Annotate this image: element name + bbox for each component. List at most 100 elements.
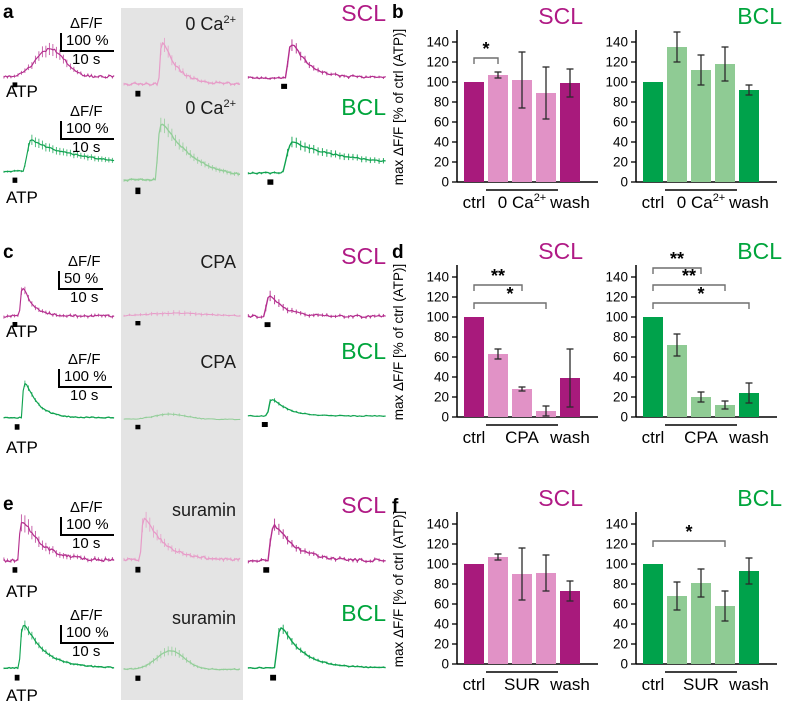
scalebar-time-label: 10 s	[70, 387, 99, 404]
svg-text:ctrl: ctrl	[463, 428, 486, 447]
svg-text:80: 80	[613, 577, 628, 592]
atp-label: ATP	[6, 82, 38, 101]
svg-text:*: *	[685, 522, 692, 542]
svg-text:40: 40	[434, 135, 449, 150]
svg-text:100: 100	[605, 310, 628, 325]
svg-text:ctrl: ctrl	[463, 193, 486, 212]
svg-text:60: 60	[613, 597, 628, 612]
scalebar-a-scl: ΔF/F 100 % 10 s	[60, 15, 114, 69]
svg-text:CPA: CPA	[505, 428, 539, 447]
bar-chart-f-scl: SCL max ΔF/F [% of ctrl (ATP)] 0 20 40 60 80 10…	[391, 485, 598, 694]
scalebar-df-label: ΔF/F	[70, 103, 103, 120]
cell-type-label-scl: SCL	[341, 243, 386, 269]
scalebar-df-label: ΔF/F	[68, 351, 101, 368]
scalebar-time-label: 10 s	[72, 643, 101, 660]
scalebar-amount: 100 %	[60, 516, 114, 536]
scalebar-amount: 100 %	[58, 368, 112, 388]
scalebar-df-label: ΔF/F	[70, 607, 103, 624]
trace-e-scl-suramin	[123, 511, 241, 573]
scalebar-amount: 100 %	[60, 32, 114, 52]
cell-type-label-scl: SCL	[341, 0, 386, 26]
svg-text:0: 0	[441, 410, 449, 425]
scalebar-e-bcl: ΔF/F 100 % 10 s	[60, 607, 114, 661]
svg-text:SCL: SCL	[538, 238, 583, 264]
trace-a-scl-ctrl	[3, 42, 115, 88]
svg-text:120: 120	[426, 55, 449, 70]
svg-text:120: 120	[605, 537, 628, 552]
svg-text:max ΔF/F [% of ctrl (ATP)]: max ΔF/F [% of ctrl (ATP)]	[391, 264, 406, 421]
svg-text:BCL: BCL	[737, 485, 782, 511]
trace-e-bcl-ctrl	[3, 620, 115, 681]
cell-type-label-bcl: BCL	[341, 600, 386, 626]
scalebar-df-label: ΔF/F	[70, 499, 103, 516]
trace-c-scl-ctrl	[3, 286, 115, 327]
condition-label-0ca-bcl: 0 Ca2+	[185, 98, 236, 118]
trace-a-bcl-ctrl	[3, 134, 115, 183]
scalebar-amount: 50 %	[58, 270, 104, 290]
condition-label-cpa-scl: CPA	[200, 252, 236, 272]
svg-text:20: 20	[434, 390, 449, 405]
trace-a-scl-0ca	[123, 37, 241, 97]
scalebar-c-scl: ΔF/F 50 % 10 s	[58, 253, 104, 307]
svg-text:80: 80	[434, 330, 449, 345]
trace-a-scl-wash	[247, 39, 387, 89]
svg-text:100: 100	[605, 557, 628, 572]
atp-label: ATP	[6, 686, 38, 705]
svg-text:120: 120	[605, 55, 628, 70]
scalebar-df-label: ΔF/F	[70, 15, 103, 32]
svg-text:40: 40	[613, 135, 628, 150]
svg-text:max ΔF/F [% of ctrl (ATP)]: max ΔF/F [% of ctrl (ATP)]	[391, 29, 406, 186]
svg-text:BCL: BCL	[737, 3, 782, 29]
trace-a-bcl-wash	[247, 136, 386, 185]
svg-text:20: 20	[434, 155, 449, 170]
condition-label-suramin-bcl: suramin	[171, 608, 236, 628]
svg-text:20: 20	[434, 637, 449, 652]
svg-text:*: *	[697, 284, 704, 304]
svg-text:140: 140	[605, 517, 628, 532]
svg-text:100: 100	[426, 557, 449, 572]
svg-text:120: 120	[426, 537, 449, 552]
cell-type-label-bcl: BCL	[341, 94, 386, 120]
trace-a-bcl-0ca	[123, 117, 241, 195]
svg-text:100: 100	[605, 75, 628, 90]
svg-text:wash: wash	[549, 428, 590, 447]
svg-text:40: 40	[434, 617, 449, 632]
condition-label-cpa-bcl: CPA	[200, 352, 236, 372]
svg-text:0: 0	[620, 410, 628, 425]
svg-text:BCL: BCL	[737, 238, 782, 264]
svg-text:60: 60	[434, 597, 449, 612]
svg-text:SCL: SCL	[538, 485, 583, 511]
svg-text:max ΔF/F [% of ctrl (ATP)]: max ΔF/F [% of ctrl (ATP)]	[391, 511, 406, 668]
svg-text:ctrl: ctrl	[642, 193, 665, 212]
trace-e-bcl-wash	[247, 624, 386, 681]
svg-text:20: 20	[613, 637, 628, 652]
svg-text:80: 80	[434, 95, 449, 110]
scalebar-e-scl: ΔF/F 100 % 10 s	[60, 499, 114, 553]
svg-text:ctrl: ctrl	[642, 675, 665, 694]
svg-text:60: 60	[613, 115, 628, 130]
trace-e-scl-ctrl	[3, 514, 115, 573]
svg-text:100: 100	[426, 310, 449, 325]
svg-text:**: **	[670, 249, 684, 269]
svg-text:80: 80	[613, 95, 628, 110]
svg-text:SUR: SUR	[504, 675, 540, 694]
condition-label-suramin-scl: suramin	[171, 500, 236, 520]
scalebar-time-label: 10 s	[72, 139, 101, 156]
bar-chart-b-scl: SCL max ΔF/F [% of ctrl (ATP)] 0 20 40 60 80 10…	[391, 3, 598, 212]
svg-text:140: 140	[605, 270, 628, 285]
svg-text:140: 140	[605, 35, 628, 50]
bar-chart-d-scl: SCL max ΔF/F [% of ctrl (ATP)] 0 20 40 60 80 10…	[391, 238, 598, 447]
condition-label-0ca-scl: 0 Ca2+	[185, 14, 236, 34]
bar-chart-f-bcl: BCL 0 20 40 60 80 100 120 140 * ctrl SUR wash	[605, 485, 782, 694]
panel-letter-a: a	[3, 2, 14, 23]
scalebar-amount: 100 %	[60, 120, 114, 140]
panel-letter-e: e	[3, 494, 14, 515]
svg-text:40: 40	[434, 370, 449, 385]
trace-c-bcl-cpa	[123, 412, 241, 430]
atp-label: ATP	[6, 582, 38, 601]
scalebar-c-bcl: ΔF/F 100 % 10 s	[58, 351, 112, 405]
scalebar-time-label: 10 s	[72, 535, 101, 552]
svg-text:40: 40	[613, 617, 628, 632]
